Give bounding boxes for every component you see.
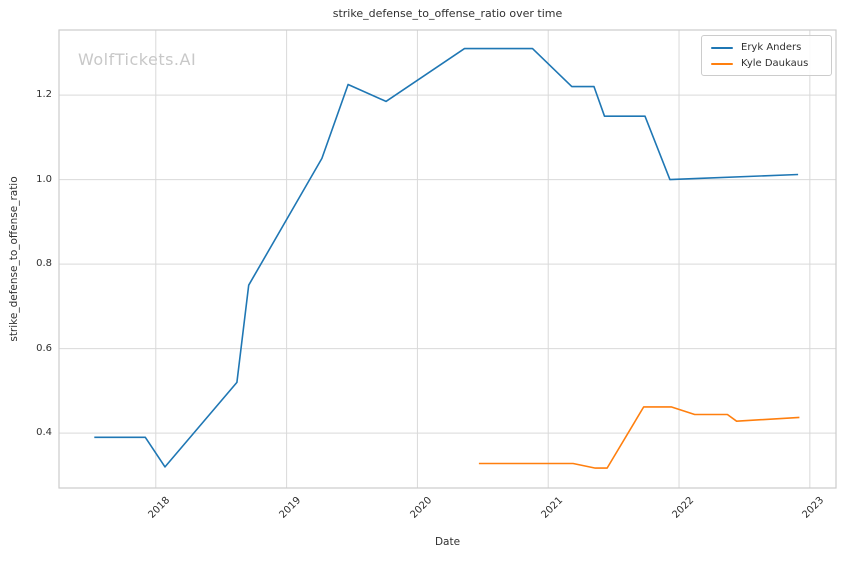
x-axis-label: Date (434, 536, 461, 548)
legend-label-eryk-anders: Eryk Anders (741, 42, 802, 53)
legend-item-kyle-daukaus: Kyle Daukaus (711, 58, 822, 69)
y-tick-label: 0.6 (36, 342, 52, 354)
legend-label-kyle-daukaus: Kyle Daukaus (741, 58, 809, 69)
series-line-eryk-anders (94, 47, 799, 468)
y-tick-label: 1.0 (36, 173, 52, 185)
y-tick-label: 0.8 (36, 258, 52, 270)
legend-item-eryk-anders: Eryk Anders (711, 42, 822, 53)
watermark: WolfTickets.AI (78, 50, 197, 69)
legend-line-swatch-blue (711, 46, 733, 49)
y-tick-label: 0.4 (36, 427, 52, 439)
chart-title: strike_defense_to_offense_ratio over tim… (332, 7, 563, 20)
legend-line-swatch-orange (711, 62, 733, 65)
series-line-kyle-daukaus (478, 406, 800, 469)
y-tick-label: 1.2 (36, 89, 52, 101)
legend: Eryk Anders Kyle Daukaus (701, 35, 832, 76)
